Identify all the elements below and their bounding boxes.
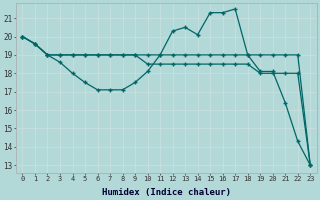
X-axis label: Humidex (Indice chaleur): Humidex (Indice chaleur)	[102, 188, 231, 197]
